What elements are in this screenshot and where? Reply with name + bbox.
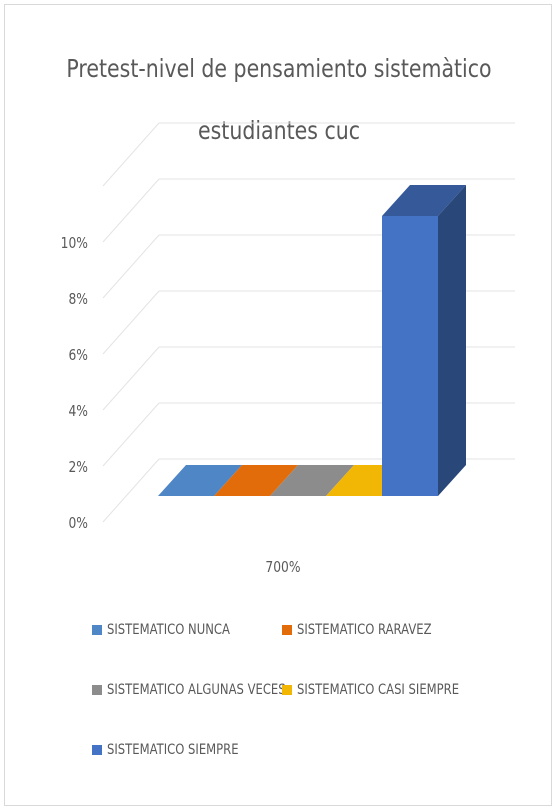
chart-title-line-1: Pretest-nivel de pensamiento sistemàtico [66, 54, 492, 83]
x-category-label: 700% [265, 559, 300, 576]
legend-item: SISTEMATICO ALGUNAS VECES [92, 682, 330, 698]
y-tick-label: 10% [61, 235, 88, 252]
legend-swatch [92, 745, 102, 755]
y-tick-label: 2% [68, 459, 88, 476]
y-tick-label: 8% [68, 291, 88, 308]
legend-item: SISTEMATICO SIEMPRE [92, 742, 271, 758]
bar-front [382, 216, 438, 496]
bar-side [438, 185, 466, 496]
y-tick-label: 6% [68, 347, 88, 364]
grid-line-side [102, 290, 160, 355]
legend-swatch [282, 685, 292, 695]
legend-label: SISTEMATICO SIEMPRE [107, 742, 239, 758]
legend-item: SISTEMATICO NUNCA [92, 622, 261, 638]
grid-line-side [102, 178, 160, 243]
grid-line-side [102, 346, 160, 411]
legend-item: SISTEMATICO RARAVEZ [282, 622, 465, 638]
grid-line-side [102, 402, 160, 467]
legend-item: SISTEMATICO CASI SIEMPRE [282, 682, 500, 698]
grid-line-side [102, 234, 160, 299]
legend-label: SISTEMATICO NUNCA [107, 622, 230, 638]
legend-label: SISTEMATICO CASI SIEMPRE [297, 682, 460, 698]
legend-label: SISTEMATICO RARAVEZ [297, 622, 432, 638]
legend-swatch [282, 625, 292, 635]
legend-swatch [92, 625, 102, 635]
y-tick-label: 0% [68, 515, 88, 532]
legend-label: SISTEMATICO ALGUNAS VECES [107, 682, 286, 698]
y-tick-label: 4% [68, 403, 88, 420]
grid-line-side [102, 458, 160, 523]
legend-swatch [92, 685, 102, 695]
chart-title-line-2: estudiantes cuc [198, 116, 360, 145]
grid-line-side [102, 122, 160, 187]
